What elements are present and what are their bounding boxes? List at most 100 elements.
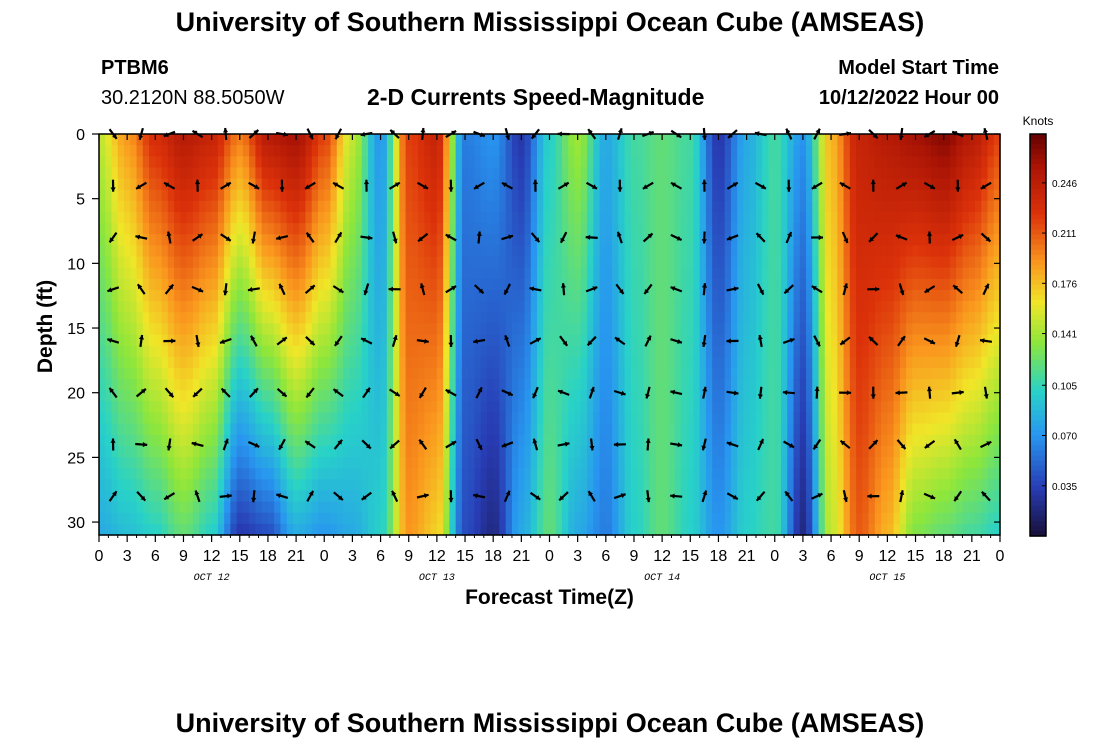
- heatmap-cell: [605, 312, 613, 324]
- heatmap-cell: [230, 312, 238, 324]
- heatmap-cell: [893, 134, 901, 146]
- heatmap-cell: [499, 267, 507, 280]
- heatmap-cell: [217, 434, 225, 447]
- heatmap-cell: [793, 445, 801, 458]
- heatmap-cell: [368, 490, 375, 503]
- heatmap-cell: [543, 234, 551, 246]
- heatmap-cell: [461, 445, 469, 458]
- heatmap-cell: [730, 211, 738, 224]
- heatmap-cell: [405, 479, 413, 492]
- heatmap-cell: [530, 412, 538, 425]
- heatmap-cell: [862, 379, 870, 391]
- heatmap-cell: [155, 468, 163, 480]
- heatmap-cell: [612, 301, 619, 313]
- heatmap-cell: [443, 289, 450, 302]
- heatmap-cell: [393, 390, 400, 402]
- heatmap-cell: [405, 468, 413, 480]
- heatmap-cell: [349, 501, 357, 514]
- heatmap-cell: [311, 312, 319, 324]
- heatmap-cell: [812, 323, 820, 336]
- heatmap-cell: [474, 457, 482, 469]
- heatmap-cell: [568, 423, 576, 436]
- heatmap-cell: [292, 412, 300, 425]
- heatmap-cell: [881, 512, 888, 525]
- heatmap-cell: [755, 468, 763, 480]
- heatmap-cell: [680, 490, 688, 503]
- heatmap-cell: [217, 423, 225, 436]
- heatmap-cell: [530, 267, 538, 280]
- heatmap-cell: [117, 356, 125, 369]
- heatmap-cell: [205, 245, 213, 258]
- heatmap-cell: [887, 323, 895, 336]
- heatmap-cell: [280, 367, 288, 380]
- heatmap-cell: [705, 479, 713, 492]
- heatmap-cell: [793, 200, 801, 213]
- heatmap-cell: [862, 423, 870, 436]
- heatmap-cell: [224, 523, 231, 536]
- heatmap-cell: [874, 356, 882, 369]
- heatmap-cell: [230, 267, 238, 280]
- heatmap-cell: [511, 523, 519, 536]
- heatmap-cell: [411, 423, 419, 436]
- heatmap-cell: [499, 423, 507, 436]
- heatmap-cell: [180, 156, 188, 169]
- heatmap-cell: [793, 211, 801, 224]
- heatmap-cell: [755, 145, 763, 157]
- heatmap-cell: [712, 312, 720, 324]
- heatmap-cell: [518, 211, 526, 224]
- heatmap-cell: [199, 189, 206, 202]
- heatmap-cell: [111, 501, 119, 514]
- heatmap-cell: [292, 278, 300, 291]
- heatmap-cell: [443, 323, 450, 336]
- heatmap-cell: [374, 379, 382, 391]
- heatmap-cell: [949, 468, 957, 480]
- heatmap-cell: [349, 289, 357, 302]
- heatmap-cell: [555, 267, 563, 280]
- heatmap-cell: [111, 457, 119, 469]
- heatmap-cell: [718, 434, 726, 447]
- heatmap-cell: [643, 312, 651, 324]
- heatmap-cell: [543, 323, 551, 336]
- heatmap-cell: [368, 512, 375, 525]
- heatmap-cell: [637, 323, 644, 336]
- heatmap-cell: [480, 200, 488, 213]
- heatmap-cell: [486, 234, 494, 246]
- heatmap-cell: [511, 167, 519, 180]
- heatmap-cell: [261, 434, 269, 447]
- heatmap-cell: [130, 278, 138, 291]
- heatmap-cell: [380, 523, 388, 536]
- heatmap-cell: [774, 379, 782, 391]
- heatmap-cell: [837, 490, 845, 503]
- heatmap-cell: [906, 356, 914, 369]
- heatmap-cell: [418, 457, 425, 469]
- heatmap-cell: [255, 490, 263, 503]
- heatmap-cell: [837, 278, 845, 291]
- heatmap-cell: [912, 323, 920, 336]
- heatmap-cell: [743, 367, 751, 380]
- heatmap-cell: [605, 501, 613, 514]
- heatmap-cell: [174, 490, 181, 503]
- heatmap-cell: [674, 134, 682, 146]
- heatmap-cell: [149, 345, 156, 358]
- heatmap-cell: [211, 189, 219, 202]
- heatmap-cell: [605, 145, 613, 157]
- heatmap-cell: [874, 178, 882, 191]
- heatmap-cell: [99, 523, 106, 536]
- heatmap-cell: [730, 189, 738, 202]
- heatmap-cell: [824, 356, 832, 369]
- heatmap-cell: [424, 468, 432, 480]
- heatmap-cell: [343, 189, 350, 202]
- heatmap-cell: [524, 323, 532, 336]
- heatmap-cell: [292, 245, 300, 258]
- heatmap-cell: [649, 211, 657, 224]
- heatmap-cell: [549, 211, 557, 224]
- heatmap-cell: [768, 445, 776, 458]
- heatmap-cell: [806, 367, 813, 380]
- heatmap-cell: [286, 256, 294, 269]
- heatmap-cell: [280, 156, 288, 169]
- heatmap-cell: [674, 423, 682, 436]
- heatmap-cell: [874, 501, 882, 514]
- heatmap-cell: [274, 178, 282, 191]
- heatmap-cell: [643, 523, 651, 536]
- heatmap-cell: [843, 156, 851, 169]
